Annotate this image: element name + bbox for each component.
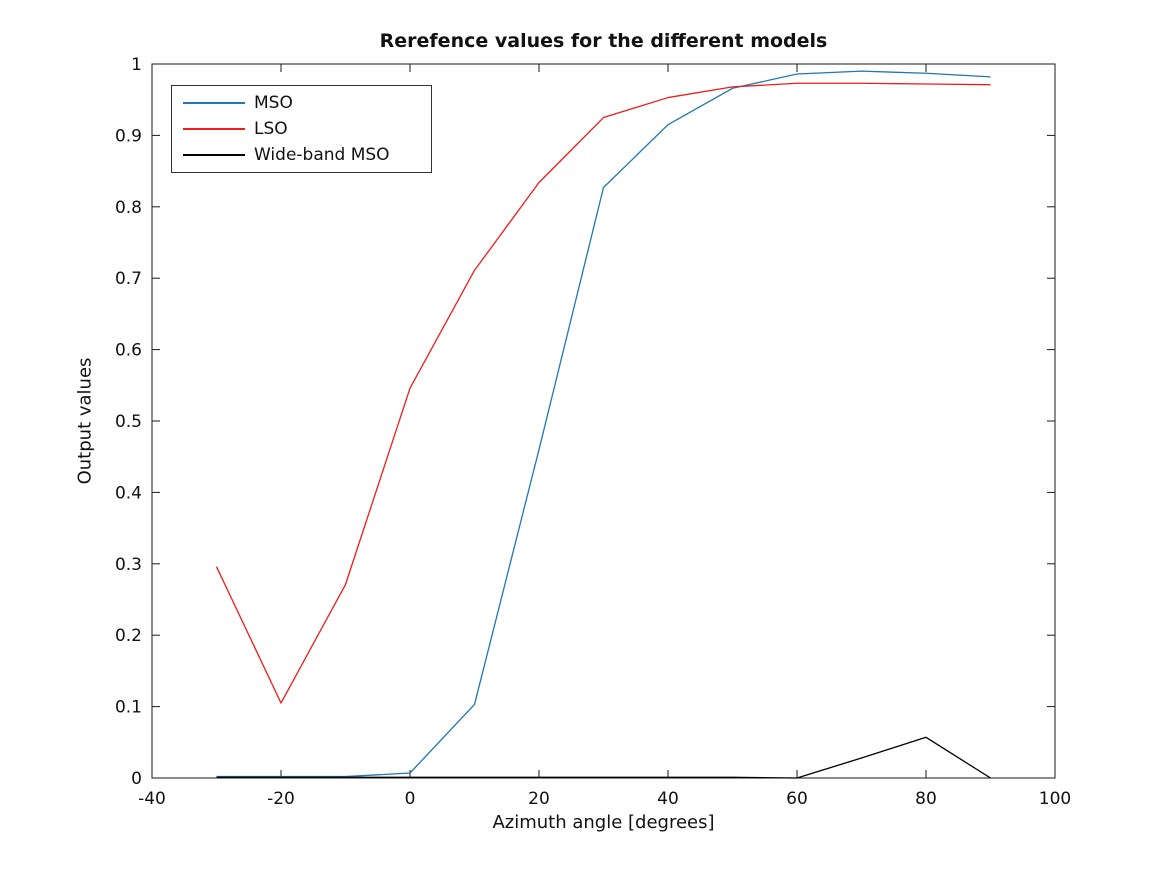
y-tick-label: 0.8 xyxy=(115,198,142,218)
y-tick-label: 0 xyxy=(131,769,142,789)
y-tick-label: 0.9 xyxy=(115,126,142,146)
x-tick-label: 40 xyxy=(657,789,679,809)
legend-item-mso: MSO xyxy=(172,92,431,114)
y-tick-label: 0.5 xyxy=(115,412,142,432)
y-tick-label: 0.3 xyxy=(115,555,142,575)
chart-title: Rerefence values for the different model… xyxy=(379,30,828,52)
legend-item-lso: LSO xyxy=(172,118,431,140)
legend-line-wideband-mso-icon xyxy=(183,154,245,156)
series-line-mso xyxy=(216,70,991,778)
x-tick-label: 60 xyxy=(786,789,808,809)
y-tick-label: 0.4 xyxy=(115,483,142,503)
legend-label-lso: LSO xyxy=(254,118,288,139)
legend: MSO LSO Wide-band MSO xyxy=(171,85,432,173)
y-tick-label: 0.2 xyxy=(115,626,142,646)
legend-line-mso-icon xyxy=(183,102,245,104)
series-line-lso xyxy=(215,82,991,704)
y-tick-label: 0.7 xyxy=(115,269,142,289)
x-tick-label: 20 xyxy=(528,789,550,809)
legend-line-lso-icon xyxy=(183,128,245,130)
x-tick-label: 100 xyxy=(1039,789,1071,809)
y-tick-label: 1 xyxy=(131,55,142,75)
legend-label-mso: MSO xyxy=(254,92,293,113)
x-tick-label: -20 xyxy=(267,789,295,809)
legend-label-wideband-mso: Wide-band MSO xyxy=(254,144,390,165)
x-tick-label: 80 xyxy=(915,789,937,809)
x-tick-label: -40 xyxy=(138,789,166,809)
y-axis-label: Output values xyxy=(74,357,96,485)
series-line-wide-band-mso xyxy=(216,736,991,779)
x-axis-label: Azimuth angle [degrees] xyxy=(492,812,715,833)
y-tick-label: 0.6 xyxy=(115,341,142,361)
x-tick-label: 0 xyxy=(405,789,416,809)
legend-item-wideband-mso: Wide-band MSO xyxy=(172,144,431,166)
y-tick-label: 0.1 xyxy=(115,698,142,718)
